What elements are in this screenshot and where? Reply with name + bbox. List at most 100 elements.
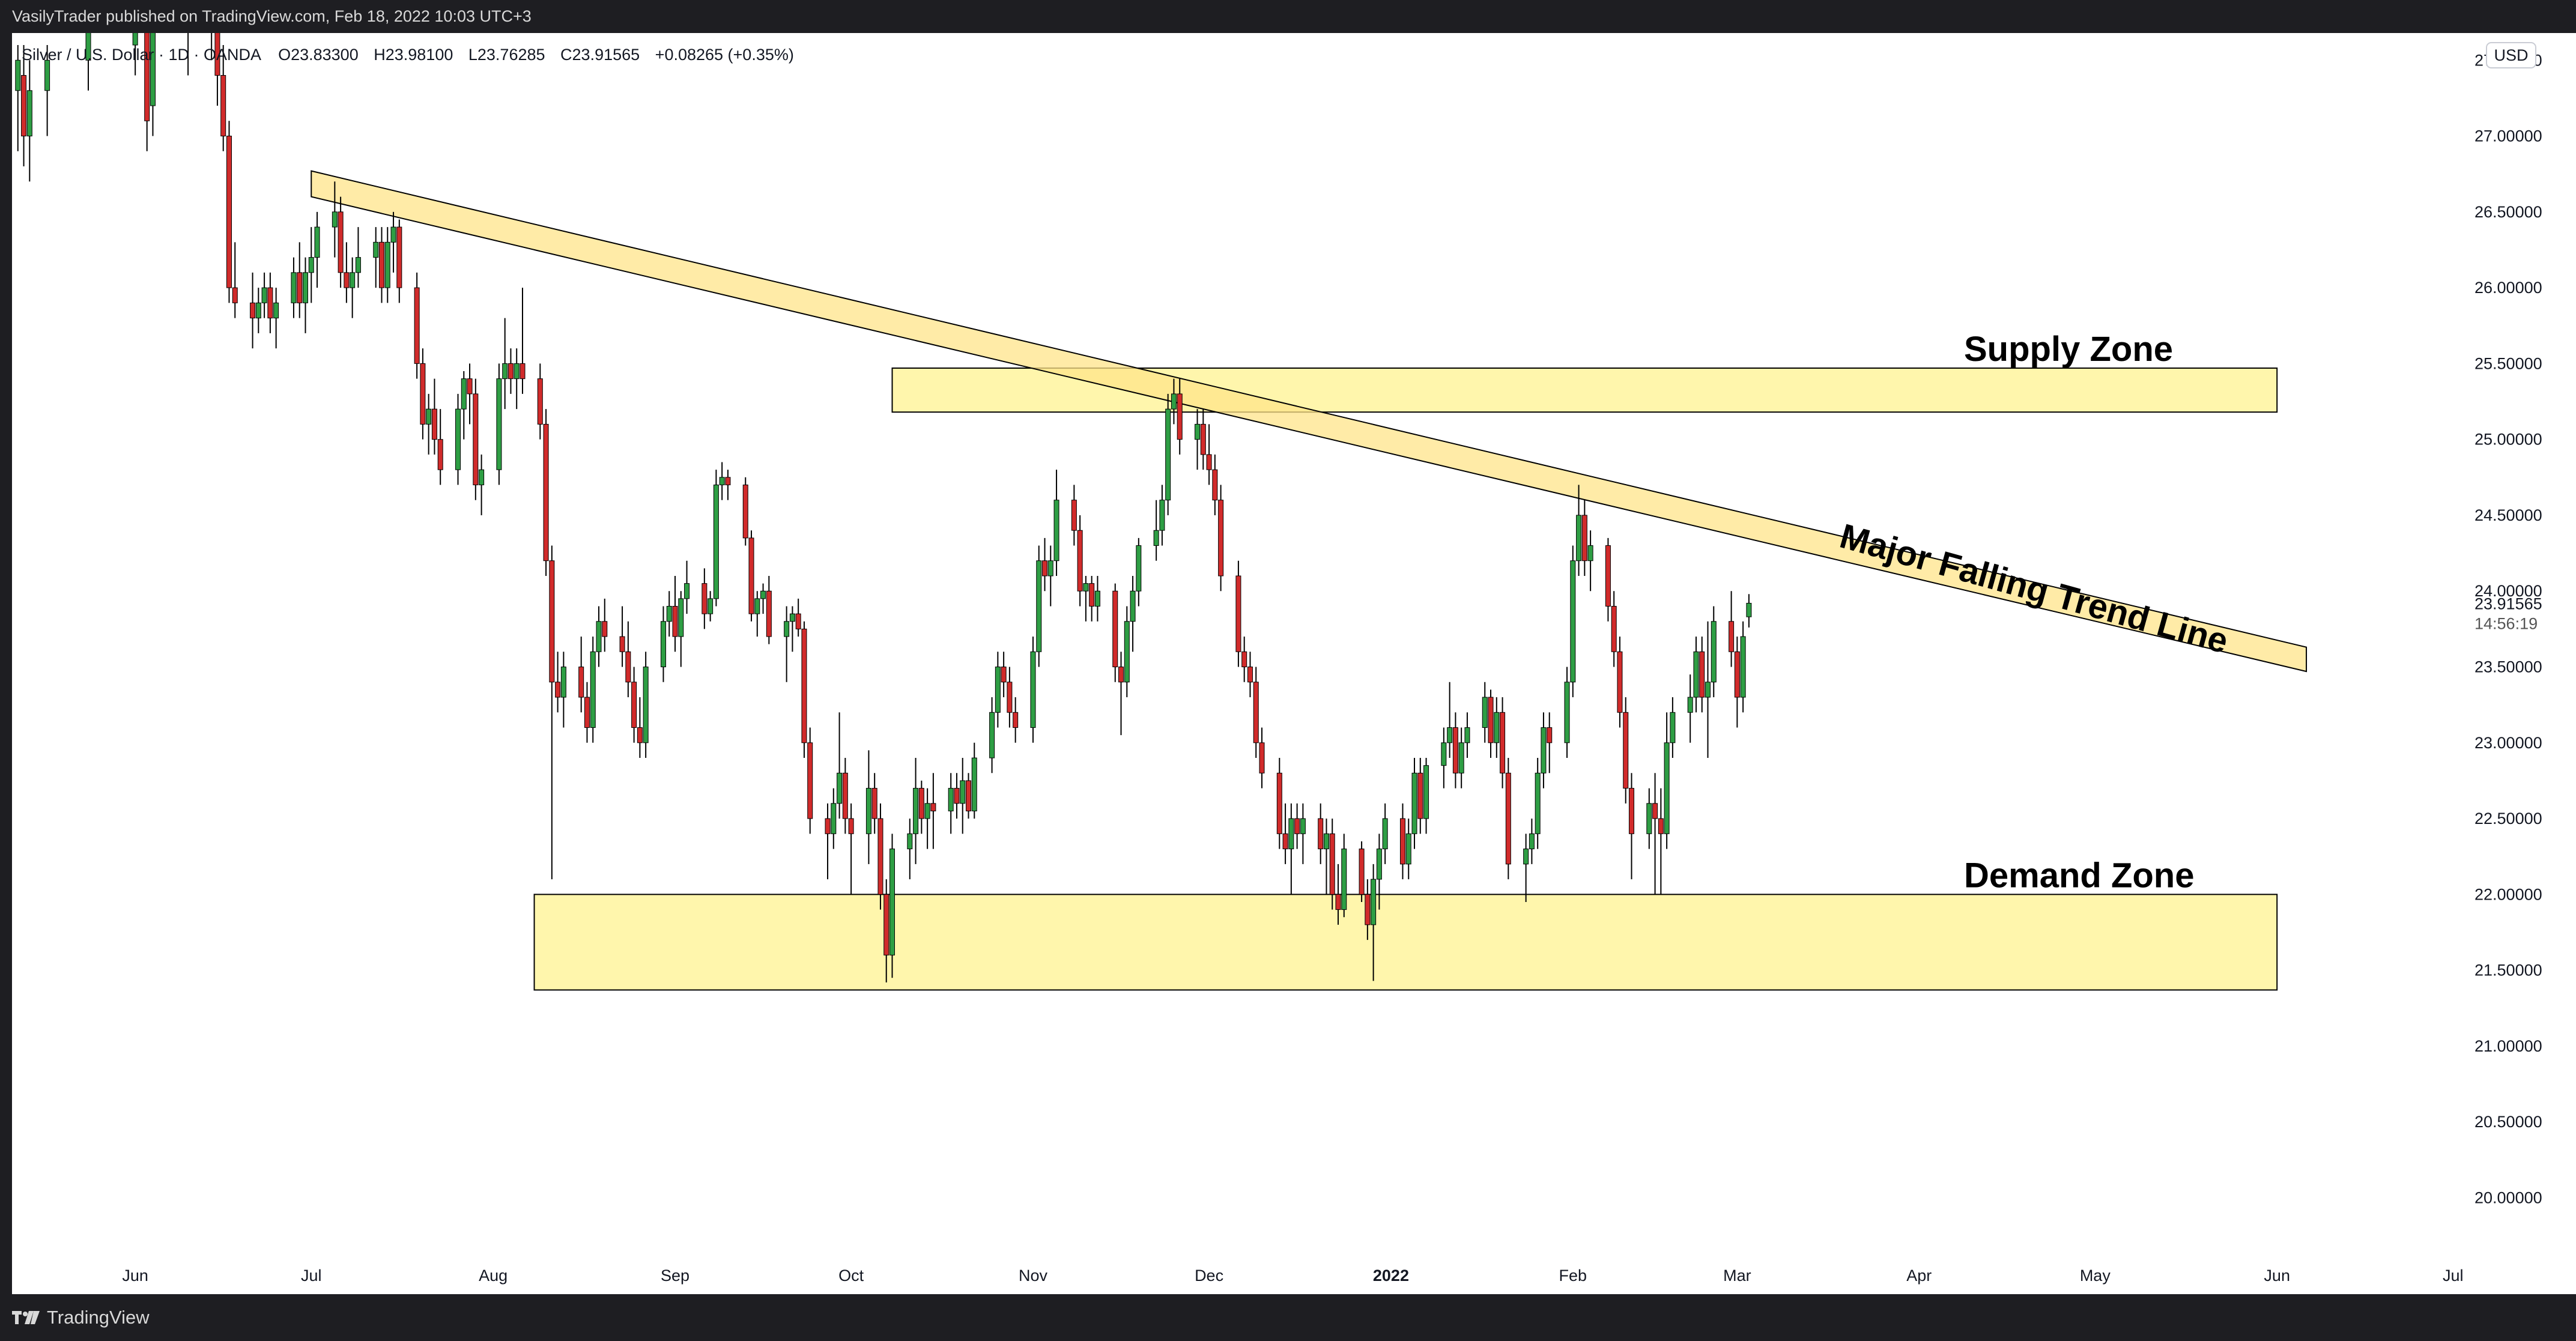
candle <box>1094 575 1100 622</box>
candle-body-down <box>1077 530 1083 592</box>
candle-body-up <box>1746 602 1752 617</box>
candle <box>960 758 966 834</box>
candle <box>1276 758 1282 849</box>
candle-body-up <box>1371 879 1377 925</box>
candle-body-down <box>1581 515 1587 562</box>
candle-body-up <box>1323 833 1329 850</box>
candle-body-down <box>232 287 238 303</box>
candle <box>537 363 543 440</box>
candle-body-down <box>1112 590 1118 668</box>
candle-body-up <box>1535 772 1541 834</box>
candle-body-up <box>678 598 684 637</box>
x-tick-label: Apr <box>1906 1267 1932 1285</box>
candle-body-up <box>1711 621 1717 683</box>
candle <box>1441 727 1447 789</box>
candle-body-up <box>1288 818 1294 850</box>
price-chart[interactable]: 27.5000027.0000026.5000026.0000025.50000… <box>0 33 2576 1294</box>
tradingview-brand[interactable]: TradingView <box>12 1307 150 1328</box>
candle <box>1124 606 1130 698</box>
candle-body-down <box>1071 500 1077 531</box>
candle-body-up <box>789 613 795 622</box>
candle-body-up <box>355 257 361 273</box>
candle-body-up <box>1693 651 1699 698</box>
candle-body-down <box>520 363 526 380</box>
y-tick-label: 23.00000 <box>2474 734 2542 752</box>
candle-body-up <box>314 226 320 258</box>
candle-body-up <box>1376 849 1382 880</box>
candle <box>660 606 666 682</box>
candle-body-up <box>1587 545 1593 562</box>
candle-body-up <box>1423 765 1429 819</box>
candle <box>1195 409 1201 470</box>
candle-body-up <box>666 605 672 622</box>
candle <box>1206 424 1212 485</box>
x-tick-label: 2022 <box>1373 1267 1409 1285</box>
candle <box>1488 689 1494 758</box>
candle-body-down <box>1500 712 1506 773</box>
candle <box>1030 637 1036 743</box>
candle-body-up <box>1171 393 1177 410</box>
candle-body-up <box>1341 849 1347 910</box>
candle-body-down <box>1118 667 1124 683</box>
candle-body-up <box>713 484 719 599</box>
zone-demand-zone[interactable] <box>533 894 2278 991</box>
candle-body-down <box>584 697 590 728</box>
candle-body-down <box>1658 818 1664 834</box>
x-tick-label: Oct <box>838 1267 864 1285</box>
candle <box>1500 697 1506 789</box>
candle <box>291 257 297 318</box>
falling-trend-channel[interactable] <box>311 170 2308 673</box>
candle-body-down <box>508 363 514 380</box>
time-axis[interactable]: Jun Jul Aug Sep Oct Nov Dec 2022 Feb Mar Apr May Jun… <box>122 1267 2463 1285</box>
candle-body-down <box>1177 393 1183 440</box>
candle <box>702 568 708 629</box>
x-tick-label: Jul <box>301 1267 322 1285</box>
chart-pane[interactable] <box>12 33 2576 1294</box>
candle <box>1629 773 1635 880</box>
candle-body-down <box>619 636 625 652</box>
candle <box>1294 803 1300 849</box>
candle-body-down <box>801 628 807 743</box>
candle <box>1541 712 1547 789</box>
candle <box>831 788 837 849</box>
candle <box>1729 591 1735 667</box>
candle <box>314 211 320 288</box>
candle <box>414 272 420 379</box>
candle-body-down <box>1001 667 1007 683</box>
candle <box>15 45 21 151</box>
candle <box>1159 485 1165 546</box>
candle <box>625 621 631 698</box>
candle <box>543 409 549 576</box>
candle <box>214 33 220 106</box>
candle-body-down <box>537 378 543 425</box>
y-tick-label: 25.50000 <box>2474 354 2542 372</box>
bar-countdown: 14:56:19 <box>2474 615 2538 633</box>
candle <box>1253 667 1259 758</box>
candle-body-down <box>1547 727 1553 743</box>
candle-body-down <box>848 818 854 834</box>
candle-body-up <box>479 469 485 485</box>
candle <box>918 780 924 834</box>
x-tick-label: Sep <box>661 1267 689 1285</box>
candle <box>261 272 267 318</box>
candle <box>1136 537 1142 607</box>
x-tick-label: Feb <box>1559 1267 1587 1285</box>
candle <box>913 758 919 864</box>
y-tick-label: 25.00000 <box>2474 431 2542 449</box>
candle <box>1007 667 1013 728</box>
candle-body-down <box>883 894 889 955</box>
candle <box>1077 515 1083 607</box>
candle-body-down <box>414 287 420 364</box>
candle <box>1687 674 1693 743</box>
candle <box>643 652 649 758</box>
candle-body-up <box>26 90 32 137</box>
candle <box>267 272 273 333</box>
y-tick-label: 24.50000 <box>2474 506 2542 524</box>
candle <box>930 773 936 849</box>
candle-body-down <box>1623 712 1629 789</box>
candle-body-down <box>431 408 437 440</box>
candle <box>132 33 138 76</box>
candle <box>637 697 643 758</box>
candle-body-down <box>578 667 584 698</box>
currency-button[interactable]: USD <box>2486 42 2536 68</box>
